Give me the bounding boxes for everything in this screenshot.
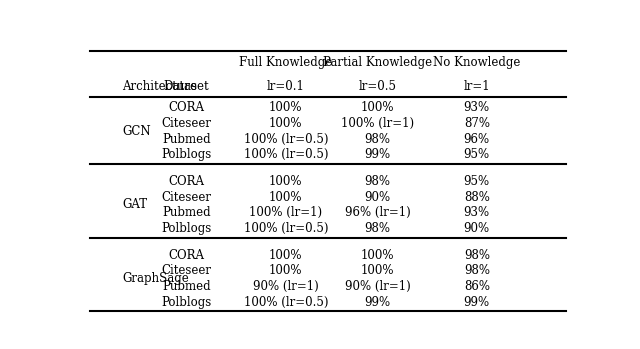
Text: 99%: 99% <box>365 148 390 161</box>
Text: 90% (lr=1): 90% (lr=1) <box>345 280 410 293</box>
Text: 100%: 100% <box>269 265 303 277</box>
Text: lr=0.5: lr=0.5 <box>358 80 397 93</box>
Text: 90%: 90% <box>365 191 390 204</box>
Text: 100%: 100% <box>269 191 303 204</box>
Text: Citeseer: Citeseer <box>162 191 212 204</box>
Text: 93%: 93% <box>464 101 490 114</box>
Text: 98%: 98% <box>464 265 490 277</box>
Text: 100%: 100% <box>269 117 303 130</box>
Text: 100%: 100% <box>361 265 394 277</box>
Text: 100%: 100% <box>269 249 303 262</box>
Text: 96% (lr=1): 96% (lr=1) <box>345 206 410 219</box>
Text: CORA: CORA <box>169 101 205 114</box>
Text: 98%: 98% <box>365 133 390 146</box>
Text: 95%: 95% <box>464 175 490 188</box>
Text: 93%: 93% <box>464 206 490 219</box>
Text: GAT: GAT <box>122 199 147 211</box>
Text: 100% (lr=0.5): 100% (lr=0.5) <box>244 296 328 309</box>
Text: CORA: CORA <box>169 175 205 188</box>
Text: 100% (lr=1): 100% (lr=1) <box>341 117 414 130</box>
Text: 100%: 100% <box>361 101 394 114</box>
Text: 100%: 100% <box>361 249 394 262</box>
Text: 86%: 86% <box>464 280 490 293</box>
Text: CORA: CORA <box>169 249 205 262</box>
Text: Partial Knowledge: Partial Knowledge <box>323 55 432 68</box>
Text: GCN: GCN <box>122 125 151 138</box>
Text: 100% (lr=1): 100% (lr=1) <box>249 206 323 219</box>
Text: Polblogs: Polblogs <box>161 222 212 235</box>
Text: Architecture: Architecture <box>122 80 197 93</box>
Text: 98%: 98% <box>464 249 490 262</box>
Text: 88%: 88% <box>464 191 490 204</box>
Text: Pubmed: Pubmed <box>163 206 211 219</box>
Text: 90% (lr=1): 90% (lr=1) <box>253 280 319 293</box>
Text: No Knowledge: No Knowledge <box>433 55 520 68</box>
Text: 100%: 100% <box>269 175 303 188</box>
Text: 100% (lr=0.5): 100% (lr=0.5) <box>244 148 328 161</box>
Text: 100% (lr=0.5): 100% (lr=0.5) <box>244 133 328 146</box>
Text: Pubmed: Pubmed <box>163 133 211 146</box>
Text: 98%: 98% <box>365 222 390 235</box>
Text: 98%: 98% <box>365 175 390 188</box>
Text: Pubmed: Pubmed <box>163 280 211 293</box>
Text: Citeseer: Citeseer <box>162 117 212 130</box>
Text: 95%: 95% <box>464 148 490 161</box>
Text: 100% (lr=0.5): 100% (lr=0.5) <box>244 222 328 235</box>
Text: GraphSage: GraphSage <box>122 272 189 285</box>
Text: Full Knowledge: Full Knowledge <box>239 55 332 68</box>
Text: Citeseer: Citeseer <box>162 265 212 277</box>
Text: Polblogs: Polblogs <box>161 148 212 161</box>
Text: 96%: 96% <box>464 133 490 146</box>
Text: Dataset: Dataset <box>164 80 209 93</box>
Text: lr=1: lr=1 <box>463 80 490 93</box>
Text: 99%: 99% <box>365 296 390 309</box>
Text: 99%: 99% <box>464 296 490 309</box>
Text: lr=0.1: lr=0.1 <box>267 80 305 93</box>
Text: 100%: 100% <box>269 101 303 114</box>
Text: 87%: 87% <box>464 117 490 130</box>
Text: 90%: 90% <box>464 222 490 235</box>
Text: Polblogs: Polblogs <box>161 296 212 309</box>
